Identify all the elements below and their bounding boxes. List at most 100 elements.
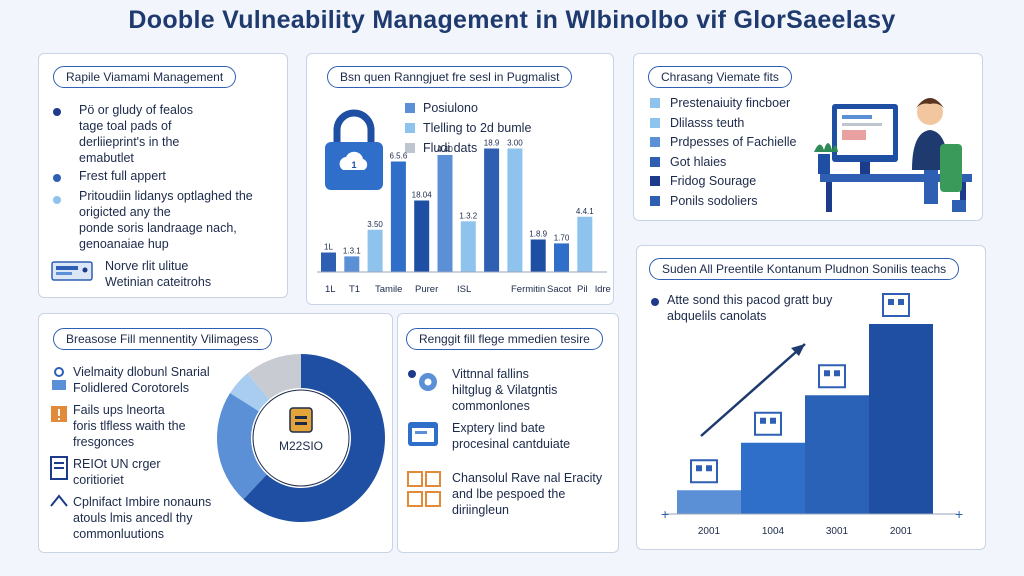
chart-bar [484,148,500,272]
page-title: Dooble Vulneability Management in Wlbino… [128,6,896,34]
checklist-item-label: Prdpesses of Fachielle [670,135,797,149]
building-icon [882,293,910,317]
bullet-dot [53,174,61,182]
checklist-item-label: Fridog Sourage [670,174,757,188]
checklist-item: Ponils sodoliers [650,194,758,208]
check-square-icon [650,195,660,206]
check-square-icon [650,117,660,128]
checklist-item: Prestenaiuity fincboer [650,96,790,110]
legend-label: Fludi dats [423,141,478,155]
note-text: Atte sond this pacod gratt buy abquelils … [667,293,833,323]
chart-bar [554,243,569,272]
data-label: 4.4.1 [576,207,594,216]
checklist-item: Dlilasss teuth [650,116,744,130]
data-label: 18.9 [484,139,500,148]
trend-arrow [700,343,806,437]
x-tick-label: ISL [457,284,471,295]
list-item: Vielmaity dlobunl Snarial Folidlered Coro… [73,365,210,395]
check-square-icon [650,176,660,186]
warning-icon [51,406,67,422]
chart-bar [390,161,406,272]
panel-donut: Breasose Fill mennentity Vilimagess Viel… [38,313,393,553]
checklist-item-label: Prestenaiuity fincboer [670,96,791,110]
donut-chart: M22SIO [217,354,385,522]
panel-heading: Suden All Preentile Kontanum Pludnon Son… [649,258,960,280]
network-icon [52,367,66,390]
svg-text:1: 1 [351,160,356,170]
panel-heading: Breasose Fill mennentity Vilimagess [53,328,272,350]
check-square-icon [650,137,660,147]
legend-swatch [405,103,415,113]
checklist-item: Fridog Sourage [650,174,756,188]
bullet-text: Pritoudiin lidanys optlaghed the origicte… [79,189,253,251]
x-tick-label: 2001 [890,526,913,537]
panel-bar-chart: Bsn quen Ranngjuet fre sesl in Pugmalist… [306,53,614,305]
data-label: 3.50 [367,220,383,229]
x-tick-label: 1L [325,284,336,295]
x-tick-label: ldre [595,284,611,295]
bar-chart: 1L 1.3.1 3.50 6.5.6 18.04 4.40 1.3.2 18.9 3.00 1.… [317,139,611,295]
x-tick-label: Tamile [375,284,402,295]
legend-label: Posiulono [423,101,478,115]
check-square-icon [650,156,660,167]
panel-checklist: Chrasang Viemate fits Prestenaiuity finc… [633,53,983,221]
list-item: Chansolul Rave nal Eracity and lbe pespoe… [452,471,603,517]
chart-bar [869,324,933,514]
legend-swatch [405,123,415,133]
chart-bar [344,256,360,272]
donut-slice [247,354,301,400]
checklist-item-label: Dlilasss teuth [670,115,745,130]
plus-icon: + [955,506,963,522]
bullet-dot [53,196,61,204]
bullet-text: Norve rlit ulitue Wetinian cateitrohs [105,259,212,289]
x-tick-label: 1004 [762,526,785,537]
check-square-icon [650,98,660,108]
bullet-dot [651,298,659,306]
data-label: 6.5.6 [390,152,408,161]
bullet-dot [53,108,61,116]
panel-heading: Renggit fill flege mmedien tesire [406,328,603,350]
data-label: 3.00 [507,139,523,148]
bullet-text: Pö or gludy of fealos tage toal pads of de… [79,103,193,165]
chart-bar [507,148,523,272]
chart-bar [741,442,805,514]
chart-bar [530,239,546,272]
x-tick-label: T1 [349,284,360,295]
x-tick-label: Fermitin [511,284,545,295]
legend-label: Tlelling to 2d bumle [423,121,532,135]
donut-slice [217,392,267,500]
x-tick-label: Sacot [547,284,572,295]
x-tick-label: 3001 [826,526,849,537]
data-label: 1.8.9 [529,230,547,239]
donut-center [252,389,350,487]
x-tick-label: Pil [577,284,588,295]
badge-icon [289,407,313,433]
panel-heading: Rapile Viamami Management [53,66,237,88]
document-icon [50,456,68,480]
chart-bar [414,200,430,272]
checklist-item: Prdpesses of Fachielle [650,135,796,149]
server-icon [51,261,93,281]
link-icon [50,494,68,507]
legend-swatch [405,143,415,153]
data-label: 1.3.1 [343,246,361,255]
plus-icon: + [661,506,669,522]
growth-bar-chart: 2001 1004 3001 2001 + + [661,293,963,537]
panel-vulnerability-management: Rapile Viamami Management Pö or gludy of… [38,53,288,298]
panel-growth-chart: Suden All Preentile Kontanum Pludnon Son… [636,245,986,550]
data-label: 4.40 [437,145,453,154]
building-icon [690,459,718,484]
browser-icon [408,422,438,446]
x-tick-label: 2001 [698,526,721,537]
bullet-text: Frest full appert [79,169,166,183]
chart-bar [677,490,741,514]
group-icon [407,471,441,507]
donut-slice [230,373,270,412]
panel-heading: Bsn quen Ranngjuet fre sesl in Pugmalist [327,66,573,88]
list-item: Cplnifact Imbire nonauns atouls lmis ance… [73,495,212,541]
gear-icon [408,370,437,391]
lock-cloud-icon: 1 [325,109,383,190]
list-item: Exptery lind bate procesinal cantduiate [452,421,571,451]
data-label: 18.04 [412,191,433,200]
data-label: 1L [324,243,333,252]
